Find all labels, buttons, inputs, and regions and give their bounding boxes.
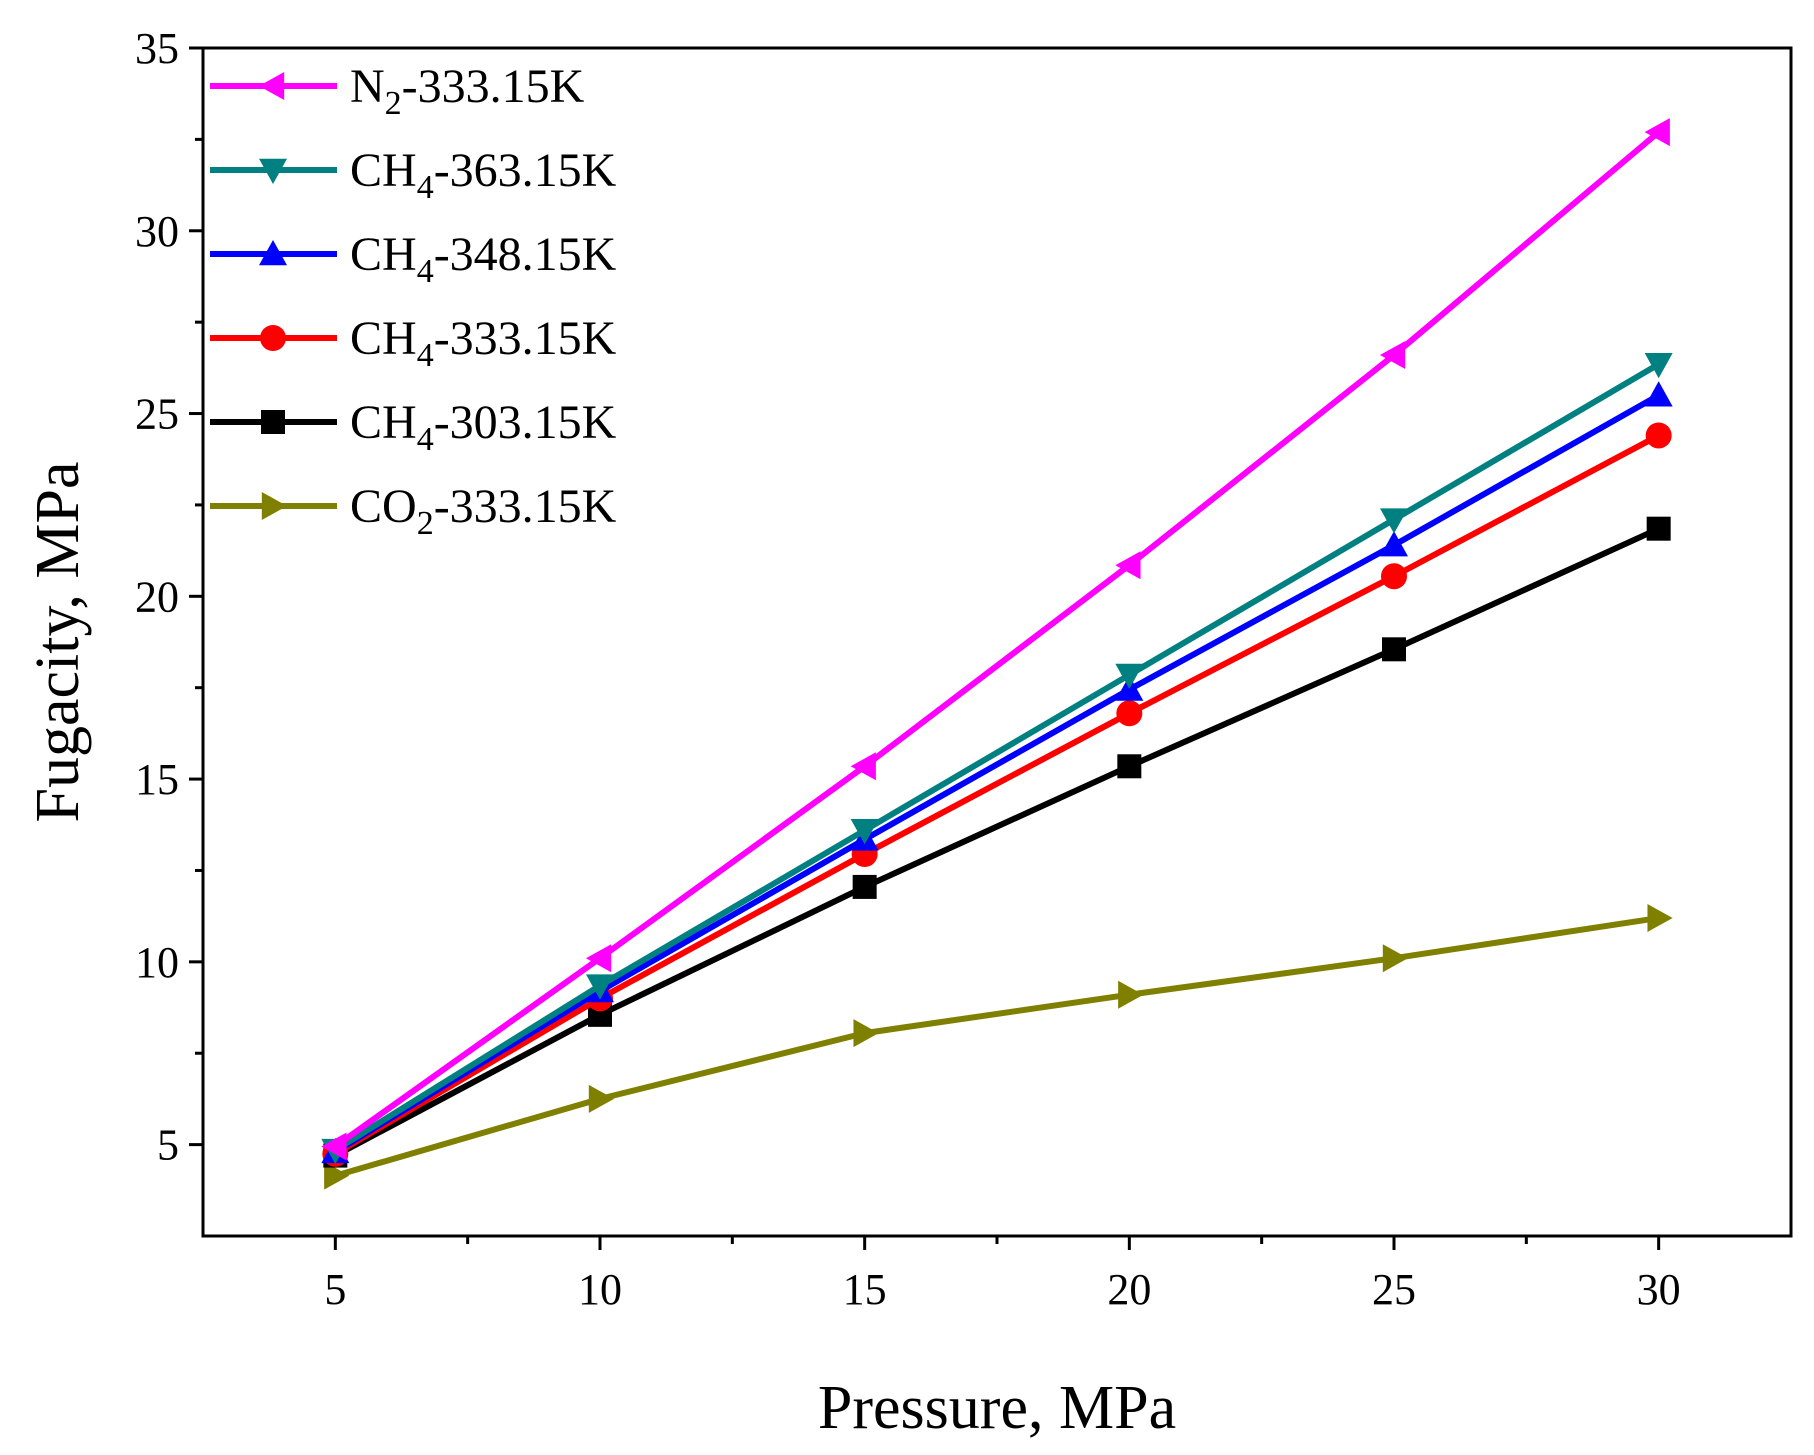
y-tick-label: 35 bbox=[135, 24, 179, 73]
data-point-ch4-303 bbox=[1382, 637, 1406, 662]
legend-item-n2-333: N2-333.15K bbox=[210, 60, 585, 122]
legend-marker-ch4-303 bbox=[261, 410, 285, 434]
data-point-n2-333 bbox=[1115, 551, 1141, 580]
series-line-ch4-333 bbox=[333, 432, 1661, 1157]
series-n2-333 bbox=[321, 118, 1670, 1161]
y-tick-label: 10 bbox=[135, 938, 179, 987]
series-layer bbox=[321, 118, 1673, 1190]
legend-item-ch4-348: CH4-348.15K bbox=[210, 228, 617, 290]
legend-item-ch4-303: CH4-303.15K bbox=[210, 396, 617, 458]
y-tick-label: 30 bbox=[135, 207, 179, 256]
series-line-ch4-348 bbox=[333, 392, 1661, 1155]
data-point-ch4-303 bbox=[1117, 754, 1142, 779]
y-axis-title: Fugacity, MPa bbox=[24, 461, 92, 822]
data-point-ch4-363 bbox=[1644, 352, 1673, 379]
data-point-co2-333 bbox=[1382, 944, 1408, 973]
data-point-ch4-333 bbox=[1381, 563, 1407, 590]
x-tick-label: 20 bbox=[1107, 1265, 1151, 1314]
y-tick-label: 25 bbox=[135, 390, 179, 439]
series-co2-333 bbox=[324, 903, 1673, 1190]
legend-label-ch4-363: CH4-363.15K bbox=[350, 144, 617, 206]
data-point-n2-333 bbox=[321, 1132, 347, 1161]
data-point-co2-333 bbox=[853, 1019, 879, 1048]
data-point-co2-333 bbox=[324, 1161, 350, 1190]
legend-label-n2-333: N2-333.15K bbox=[350, 60, 585, 122]
data-point-co2-333 bbox=[588, 1084, 614, 1113]
y-axis: 5 10 15 20 25 30 35 bbox=[135, 24, 203, 1170]
data-point-ch4-363 bbox=[586, 974, 614, 1000]
data-point-co2-333 bbox=[1647, 903, 1673, 932]
data-point-ch4-303 bbox=[1646, 516, 1671, 541]
data-point-co2-333 bbox=[1118, 980, 1144, 1009]
x-tick-label: 25 bbox=[1372, 1265, 1416, 1314]
data-point-ch4-363 bbox=[1115, 663, 1144, 689]
legend-marker-n2-333 bbox=[259, 72, 285, 100]
data-point-ch4-333 bbox=[1116, 700, 1143, 727]
legend-label-ch4-333: CH4-333.15K bbox=[350, 312, 617, 374]
data-point-ch4-348 bbox=[1380, 531, 1408, 557]
series-line-n2-333 bbox=[333, 129, 1661, 1149]
legend-label-ch4-348: CH4-348.15K bbox=[350, 228, 617, 290]
data-point-ch4-303 bbox=[852, 874, 877, 899]
data-point-n2-333 bbox=[586, 944, 612, 973]
legend-marker-ch4-333 bbox=[260, 325, 286, 351]
legend-marker-co2-333 bbox=[261, 492, 287, 520]
y-tick-label: 5 bbox=[157, 1121, 179, 1170]
x-axis-title: Pressure, MPa bbox=[818, 1374, 1176, 1442]
series-ch4-363 bbox=[321, 352, 1673, 1165]
x-tick-label: 15 bbox=[843, 1265, 887, 1314]
data-point-ch4-333 bbox=[1645, 422, 1672, 449]
series-line-ch4-363 bbox=[333, 361, 1661, 1153]
y-tick-label: 15 bbox=[135, 755, 179, 804]
data-point-n2-333 bbox=[1380, 341, 1406, 370]
y-tick-label: 20 bbox=[135, 572, 179, 621]
x-tick-label: 10 bbox=[578, 1265, 622, 1314]
legend-marker-ch4-363 bbox=[259, 158, 287, 184]
legend: N2-333.15K CH4-363.15K CH4-348.15K CH4-333.… bbox=[210, 60, 617, 542]
legend-item-co2-333: CO2-333.15K bbox=[210, 480, 617, 542]
x-tick-label: 5 bbox=[324, 1265, 346, 1314]
legend-item-ch4-363: CH4-363.15K bbox=[210, 144, 617, 206]
series-line-ch4-303 bbox=[333, 525, 1660, 1159]
x-axis: 5 10 15 20 25 30 bbox=[324, 1236, 1681, 1314]
data-point-n2-333 bbox=[1644, 118, 1670, 147]
legend-label-ch4-303: CH4-303.15K bbox=[350, 396, 617, 458]
data-point-ch4-363 bbox=[850, 819, 879, 845]
legend-item-ch4-333: CH4-333.15K bbox=[210, 312, 617, 374]
legend-label-co2-333: CO2-333.15K bbox=[350, 480, 617, 542]
legend-marker-ch4-348 bbox=[259, 240, 287, 266]
x-tick-label: 30 bbox=[1637, 1265, 1681, 1314]
data-point-ch4-363 bbox=[1380, 508, 1408, 534]
data-point-ch4-348 bbox=[1644, 381, 1673, 407]
series-line-co2-333 bbox=[334, 915, 1660, 1179]
data-point-n2-333 bbox=[850, 752, 876, 781]
